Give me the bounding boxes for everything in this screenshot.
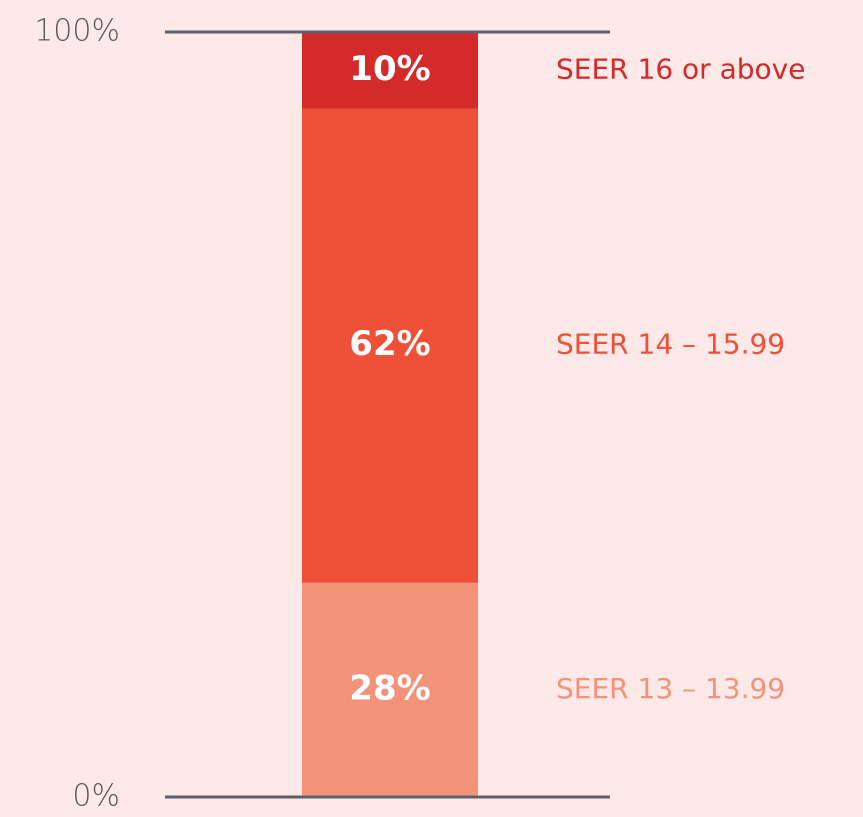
legend-label: SEER 13 – 13.99 (556, 672, 785, 705)
value-label: 28% (349, 668, 430, 708)
value-label: 62% (349, 324, 430, 364)
bar-segment (302, 582, 478, 797)
legend-label: SEER 16 or above (556, 52, 805, 85)
legend-label: SEER 14 – 15.99 (556, 328, 785, 361)
bar-segment (302, 108, 478, 583)
bar-segment (302, 32, 478, 109)
y-tick-label: 0% (72, 779, 120, 814)
y-tick-label: 100% (34, 14, 120, 49)
value-label: 10% (349, 49, 430, 89)
